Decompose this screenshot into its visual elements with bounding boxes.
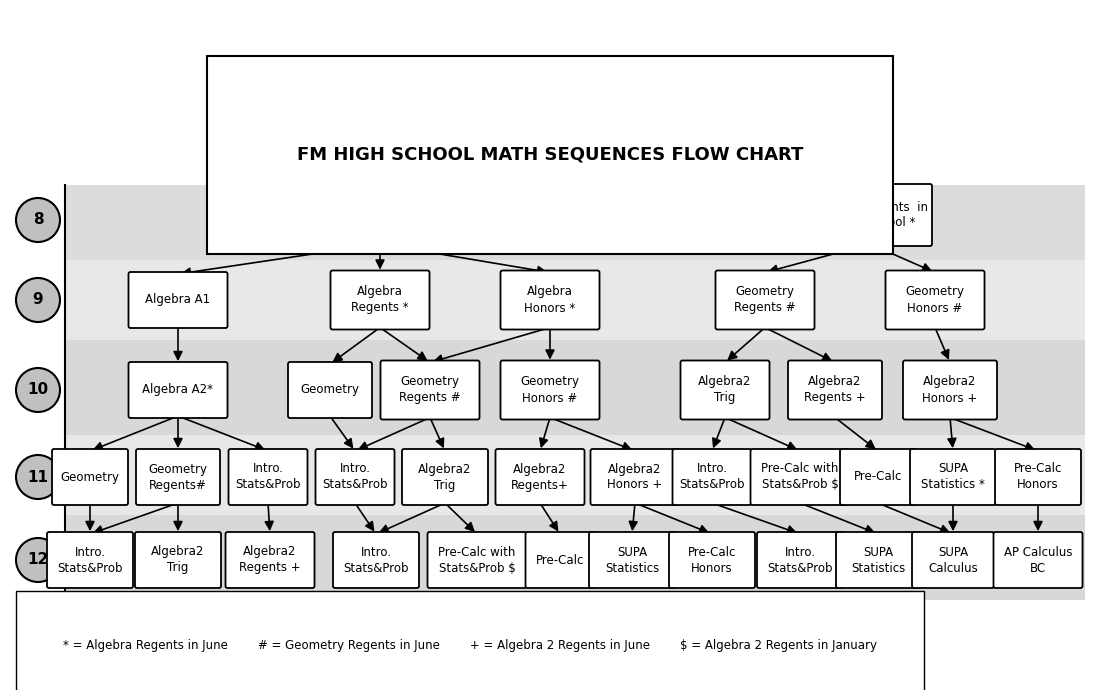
FancyBboxPatch shape [840,449,916,505]
Bar [65,185,1085,260]
FancyBboxPatch shape [428,532,527,588]
Text: Pre-Calc: Pre-Calc [536,553,584,566]
FancyBboxPatch shape [993,532,1082,588]
Text: 12: 12 [28,553,48,567]
Bar [65,435,1085,515]
FancyBboxPatch shape [500,270,600,330]
FancyBboxPatch shape [52,449,128,505]
Circle shape [16,455,60,499]
FancyBboxPatch shape [333,532,419,588]
FancyBboxPatch shape [788,360,882,420]
FancyBboxPatch shape [136,449,220,505]
Text: AP Calculus
BC: AP Calculus BC [1003,546,1072,575]
FancyBboxPatch shape [672,449,751,505]
FancyBboxPatch shape [330,270,429,330]
Text: 10: 10 [28,382,48,397]
Text: Pre-Calc with
Stats&Prob $: Pre-Calc with Stats&Prob $ [761,462,838,491]
FancyBboxPatch shape [903,360,997,420]
Text: Algebra2
Regents +: Algebra2 Regents + [804,375,866,404]
Text: Geometry
Regents #: Geometry Regents # [399,375,461,404]
FancyBboxPatch shape [757,532,843,588]
Text: Algebra Regents  in
Middle School *: Algebra Regents in Middle School * [812,201,928,230]
FancyBboxPatch shape [316,449,395,505]
Text: * = Algebra Regents in June        # = Geometry Regents in June        + = Algeb: * = Algebra Regents in June # = Geometry… [63,638,877,651]
FancyBboxPatch shape [681,360,770,420]
Bar [65,260,1085,340]
FancyBboxPatch shape [288,362,372,418]
FancyBboxPatch shape [588,532,675,588]
Text: Pre-Calc: Pre-Calc [854,471,902,484]
Text: Pre-Calc
Honors: Pre-Calc Honors [1014,462,1063,491]
FancyBboxPatch shape [669,532,755,588]
Text: Geometry
Regents#: Geometry Regents# [148,462,208,491]
Text: 11: 11 [28,469,48,484]
Circle shape [16,278,60,322]
Text: Geometry
Honors #: Geometry Honors # [520,375,580,404]
FancyBboxPatch shape [836,532,920,588]
FancyBboxPatch shape [381,360,480,420]
Text: Intro.
Stats&Prob: Intro. Stats&Prob [680,462,745,491]
FancyBboxPatch shape [226,532,315,588]
Text: Geometry
Honors #: Geometry Honors # [905,286,965,315]
FancyBboxPatch shape [808,184,932,246]
Text: Pre-Calc
Honors: Pre-Calc Honors [688,546,736,575]
Bar [65,515,1085,600]
FancyBboxPatch shape [495,449,584,505]
FancyBboxPatch shape [229,449,308,505]
FancyBboxPatch shape [333,190,427,246]
Text: Geometry: Geometry [300,384,360,397]
FancyBboxPatch shape [129,272,228,328]
FancyBboxPatch shape [500,360,600,420]
Circle shape [16,538,60,582]
FancyBboxPatch shape [591,449,680,505]
Text: Algebra2
Trig: Algebra2 Trig [698,375,751,404]
Text: Algebra
Honors *: Algebra Honors * [525,286,575,315]
Text: Intro.
Stats&Prob: Intro. Stats&Prob [322,462,387,491]
Bar [65,340,1085,435]
Text: SUPA
Statistics: SUPA Statistics [605,546,659,575]
Text: 8: 8 [33,213,43,228]
Text: Pre-Calc with
Stats&Prob $: Pre-Calc with Stats&Prob $ [438,546,516,575]
Text: Algebra2
Honors +: Algebra2 Honors + [607,462,662,491]
FancyBboxPatch shape [135,532,221,588]
FancyBboxPatch shape [910,449,996,505]
FancyBboxPatch shape [912,532,994,588]
FancyBboxPatch shape [129,362,228,418]
Text: FM HIGH SCHOOL MATH SEQUENCES FLOW CHART: FM HIGH SCHOOL MATH SEQUENCES FLOW CHART [297,146,803,164]
Text: Algebra
Regents *: Algebra Regents * [351,286,409,315]
FancyBboxPatch shape [996,449,1081,505]
Text: Geometry
Regents #: Geometry Regents # [734,286,795,315]
Text: SUPA
Calculus: SUPA Calculus [928,546,978,575]
Text: Algebra2
Trig: Algebra2 Trig [418,462,472,491]
FancyBboxPatch shape [47,532,133,588]
Circle shape [16,198,60,242]
Text: 9: 9 [33,293,43,308]
FancyBboxPatch shape [402,449,488,505]
Text: Intro.
Stats&Prob: Intro. Stats&Prob [768,546,833,575]
Text: SUPA
Statistics: SUPA Statistics [851,546,905,575]
FancyBboxPatch shape [886,270,984,330]
Text: Algebra2
Honors +: Algebra2 Honors + [923,375,978,404]
Text: SUPA
Statistics *: SUPA Statistics * [921,462,984,491]
FancyBboxPatch shape [526,532,594,588]
Circle shape [16,368,60,412]
Text: Intro.
Stats&Prob: Intro. Stats&Prob [235,462,300,491]
Text: Geometry: Geometry [60,471,120,484]
Text: Algebra2
Regents+: Algebra2 Regents+ [512,462,569,491]
Text: Algebra A1: Algebra A1 [145,293,210,306]
Text: Intro.
Stats&Prob: Intro. Stats&Prob [343,546,409,575]
Text: Algebra A2*: Algebra A2* [143,384,213,397]
FancyBboxPatch shape [715,270,814,330]
FancyBboxPatch shape [750,449,849,505]
Text: Algebra2
Trig: Algebra2 Trig [152,546,205,575]
Text: Intro.
Stats&Prob: Intro. Stats&Prob [57,546,123,575]
Text: Math 8: Math 8 [360,212,400,224]
Text: Algebra2
Regents +: Algebra2 Regents + [239,546,300,575]
